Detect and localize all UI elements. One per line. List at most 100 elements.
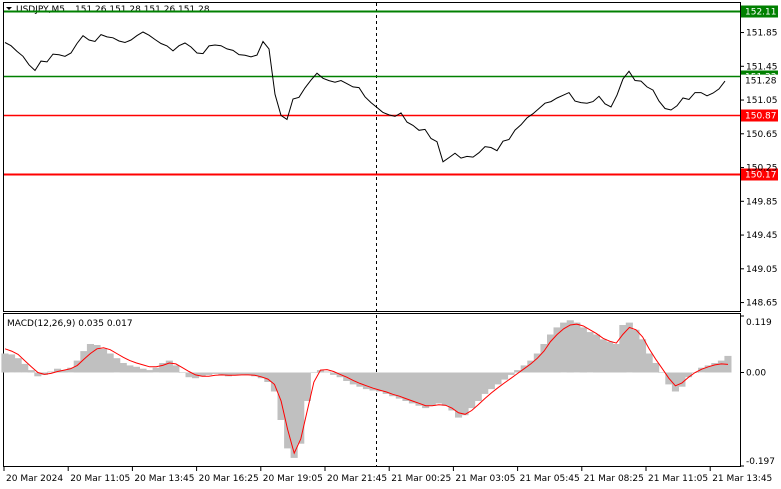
macd-bar	[303, 372, 311, 401]
macd-bar	[658, 372, 666, 373]
level-label: 150.17	[745, 171, 777, 181]
macd-axis-label: -0.197	[746, 457, 775, 467]
macd-bar	[205, 372, 213, 375]
symbol-label: USDJPY,M5	[16, 5, 65, 15]
macd-bar	[435, 372, 443, 404]
macd-bar	[139, 368, 147, 373]
macd-bar	[547, 334, 555, 373]
macd-bar	[369, 372, 377, 391]
macd-bar	[573, 322, 581, 373]
level-tag	[741, 109, 778, 122]
macd-bar	[73, 360, 81, 373]
price-axis-label: 151.45	[746, 62, 778, 72]
macd-bar	[652, 363, 660, 373]
macd-bar	[678, 372, 686, 387]
macd-bar	[224, 372, 232, 377]
time-axis-label: 20 Mar 11:05	[70, 474, 130, 484]
macd-bar	[579, 327, 587, 373]
price-axis: 151.85 151.45 151.05 150.65 150.25 149.85 149.…	[740, 29, 778, 309]
macd-bar	[290, 372, 298, 458]
macd-bar	[14, 358, 22, 373]
macd-bar	[560, 322, 568, 373]
macd-bar	[1, 353, 9, 373]
macd-bar	[382, 372, 390, 394]
macd-bar	[47, 371, 55, 373]
macd-bar	[310, 372, 318, 373]
current-price-label: 151.28	[745, 77, 777, 87]
macd-bar	[284, 372, 292, 449]
level-tag	[741, 168, 778, 181]
macd-bar	[461, 372, 469, 416]
time-axis-label: 20 Mar 2024	[6, 474, 63, 484]
time-axis-label: 21 Mar 05:45	[520, 474, 580, 484]
price-axis-label: 149.45	[746, 231, 778, 241]
macd-bar	[198, 372, 206, 377]
level-tag	[741, 5, 778, 18]
macd-bar	[625, 322, 633, 373]
price-axis-label: 148.65	[746, 299, 778, 309]
macd-bar	[100, 348, 108, 373]
macd-bar	[152, 367, 160, 373]
time-axis-label: 20 Mar 21:45	[327, 474, 387, 484]
macd-bar	[514, 370, 522, 373]
macd-bar	[165, 360, 173, 373]
macd-bar	[54, 368, 62, 373]
macd-bar	[415, 372, 423, 406]
time-axis-label: 21 Mar 11:05	[648, 474, 708, 484]
ohlc-label: 151.26 151.28 151.26 151.28	[75, 5, 210, 15]
macd-signal-line	[4, 323, 729, 455]
chart-header: USDJPY,M5 151.26 151.28 151.26 151.28	[6, 5, 210, 15]
macd-bar	[408, 372, 416, 404]
macd-bar	[441, 372, 449, 406]
macd-bar	[146, 370, 154, 373]
current-price-tag: 151.28	[741, 74, 778, 87]
macd-bar	[218, 372, 226, 375]
macd-bar	[211, 372, 219, 374]
time-axis-label: 20 Mar 19:05	[263, 474, 323, 484]
macd-bar	[402, 372, 410, 401]
macd-bar	[172, 365, 180, 373]
macd-axis-label: 0.119	[746, 318, 772, 328]
macd-label: MACD(12,26,9) 0.035 0.017	[7, 319, 133, 329]
macd-bar	[185, 372, 193, 378]
macd-bar	[566, 320, 574, 373]
macd-bar	[323, 371, 331, 373]
macd-bar	[395, 372, 403, 399]
macd-bar	[93, 345, 101, 373]
macd-bar	[178, 372, 186, 373]
macd-bar	[612, 344, 620, 373]
macd-bar	[238, 372, 246, 375]
price-panel-frame	[3, 2, 741, 312]
macd-bar	[132, 366, 140, 373]
macd-bar	[389, 372, 397, 397]
macd-bar	[619, 325, 627, 373]
macd-bar	[685, 372, 693, 378]
macd-bar	[455, 372, 463, 418]
level-label: 150.87	[745, 112, 777, 122]
time-axis: 20 Mar 2024 20 Mar 11:05 20 Mar 13:45 20 Ma…	[3, 466, 772, 484]
price-axis-label: 149.05	[746, 265, 778, 275]
macd-bar	[586, 332, 594, 373]
macd-bar	[257, 372, 265, 379]
macd-bar	[8, 354, 16, 373]
price-axis-label: 150.65	[746, 130, 778, 140]
level-label: 152.11	[745, 8, 777, 18]
symbol-dropdown-icon[interactable]	[6, 7, 12, 10]
macd-bar	[67, 367, 75, 373]
macd-bar	[21, 363, 29, 373]
macd-bar	[501, 372, 509, 380]
macd-bar	[159, 363, 167, 373]
macd-bar	[80, 351, 88, 373]
price-series-line	[4, 31, 726, 163]
macd-bar	[527, 360, 535, 373]
macd-axis-label: 0.00	[746, 368, 766, 378]
macd-bar	[540, 344, 548, 373]
macd-bar	[711, 363, 719, 373]
macd-bar	[671, 372, 679, 392]
macd-bar	[362, 372, 370, 390]
macd-bar	[277, 372, 285, 420]
macd-bar	[606, 341, 614, 373]
macd-bar	[533, 353, 541, 373]
